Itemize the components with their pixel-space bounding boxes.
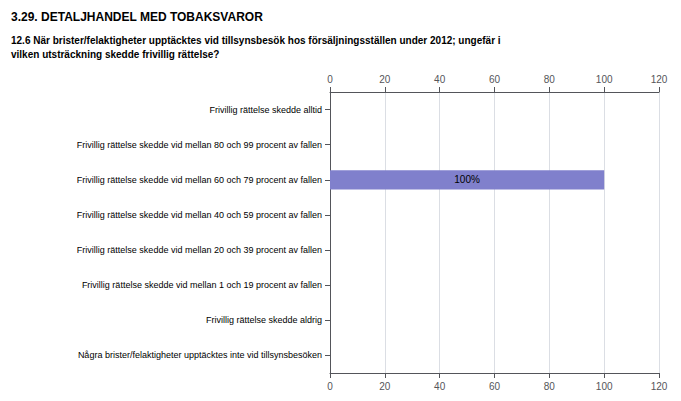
svg-text:Frivillig rättelse skedde vid: Frivillig rättelse skedde vid mellan 1 o… <box>82 280 322 290</box>
svg-text:60: 60 <box>489 381 501 392</box>
svg-text:40: 40 <box>434 381 446 392</box>
svg-text:20: 20 <box>379 381 391 392</box>
svg-text:Frivillig rättelse skedde allt: Frivillig rättelse skedde alltid <box>209 105 322 115</box>
svg-text:40: 40 <box>434 74 446 85</box>
svg-text:Frivillig rättelse skedde vid: Frivillig rättelse skedde vid mellan 60 … <box>77 175 322 185</box>
svg-text:100: 100 <box>596 381 613 392</box>
svg-text:Frivillig rättelse skedde aldr: Frivillig rättelse skedde aldrig <box>206 315 322 325</box>
svg-text:20: 20 <box>379 74 391 85</box>
svg-text:12.6 När brister/felaktigheter: 12.6 När brister/felaktigheter upptäckte… <box>11 35 501 46</box>
svg-text:Frivillig rättelse skedde vid: Frivillig rättelse skedde vid mellan 40 … <box>77 210 322 220</box>
svg-text:Frivillig rättelse skedde vid: Frivillig rättelse skedde vid mellan 20 … <box>77 245 322 255</box>
svg-text:60: 60 <box>489 74 501 85</box>
svg-text:120: 120 <box>651 74 668 85</box>
svg-text:vilken utsträckning skedde fri: vilken utsträckning skedde frivillig rät… <box>11 49 219 60</box>
svg-text:0: 0 <box>327 381 333 392</box>
svg-text:100: 100 <box>596 74 613 85</box>
svg-text:Frivillig rättelse skedde vid: Frivillig rättelse skedde vid mellan 80 … <box>77 140 322 150</box>
svg-text:100%: 100% <box>454 174 480 185</box>
svg-text:3.29. DETALJHANDEL MED TOBAKSV: 3.29. DETALJHANDEL MED TOBAKSVAROR <box>11 10 263 24</box>
svg-text:80: 80 <box>544 381 556 392</box>
svg-text:80: 80 <box>544 74 556 85</box>
svg-text:Några brister/felaktigheter up: Några brister/felaktigheter upptäcktes i… <box>78 350 322 360</box>
svg-text:120: 120 <box>651 381 668 392</box>
svg-text:0: 0 <box>327 74 333 85</box>
